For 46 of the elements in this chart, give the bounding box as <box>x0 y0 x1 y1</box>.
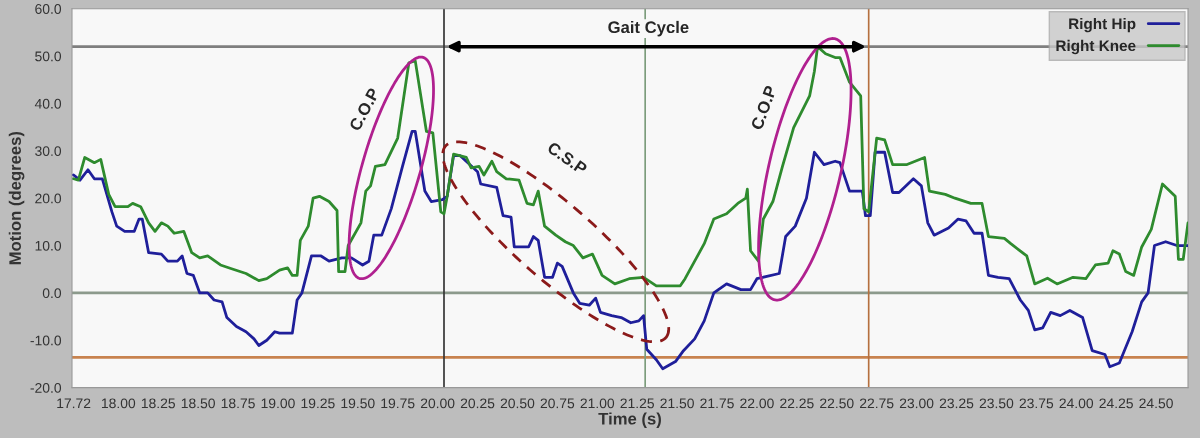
annotation: Gait Cycle <box>608 20 689 37</box>
x-tick-label: 24.25 <box>1099 398 1133 409</box>
x-tick-label: 22.25 <box>780 398 814 409</box>
y-tick-label: -20.0 <box>30 382 62 393</box>
x-tick-label: 23.25 <box>939 398 974 409</box>
legend-label: Right Knee <box>1056 39 1136 55</box>
x-tick-label: 22.75 <box>859 398 894 409</box>
x-tick-label: 21.75 <box>700 398 734 409</box>
x-tick-label: 19.25 <box>301 398 335 409</box>
y-tick-label: -10.0 <box>30 335 62 346</box>
x-tick-label: 21.25 <box>620 398 654 409</box>
y-tick-label: 0.0 <box>42 288 62 299</box>
x-tick-label: 20.25 <box>460 398 495 409</box>
y-tick-label: 10.0 <box>35 240 62 251</box>
y-tick-label: 30.0 <box>35 146 62 157</box>
x-tick-label: 19.75 <box>381 398 415 409</box>
y-tick-label: 50.0 <box>35 51 62 62</box>
x-tick-label: 21.50 <box>660 398 694 409</box>
x-tick-label: 17.72 <box>57 398 91 409</box>
x-axis-title: Time (s) <box>598 412 661 428</box>
legend-label: Right Hip <box>1069 17 1136 33</box>
y-tick-label: 20.0 <box>35 193 62 204</box>
x-tick-label: 18.75 <box>221 398 255 409</box>
x-tick-label: 18.25 <box>141 398 176 409</box>
x-tick-label: 24.50 <box>1139 398 1173 409</box>
y-tick-label: 60.0 <box>35 4 62 14</box>
x-tick-label: 20.75 <box>540 398 575 409</box>
x-tick-label: 23.50 <box>979 398 1014 409</box>
x-tick-label: 22.50 <box>820 398 854 409</box>
x-tick-label: 24.00 <box>1059 398 1094 409</box>
x-tick-label: 18.00 <box>101 398 136 409</box>
x-tick-label: 23.00 <box>899 398 934 409</box>
line-series <box>72 130 1188 371</box>
x-tick-label: 20.50 <box>500 398 535 409</box>
x-tick-label: 20.00 <box>420 398 455 409</box>
x-tick-label: 22.00 <box>740 398 774 409</box>
x-tick-label: 19.50 <box>341 398 375 409</box>
y-axis-title: Motion (degrees) <box>8 131 25 265</box>
annotation: C.S.P <box>546 141 588 176</box>
x-tick-label: 23.75 <box>1019 398 1054 409</box>
annotation: C.O.P <box>750 84 777 131</box>
x-tick-label: 21.00 <box>580 398 615 409</box>
annotation: C.O.P <box>348 87 380 132</box>
x-tick-label: 18.50 <box>181 398 215 409</box>
y-tick-label: 40.0 <box>34 98 62 109</box>
x-tick-label: 19.00 <box>261 398 295 409</box>
